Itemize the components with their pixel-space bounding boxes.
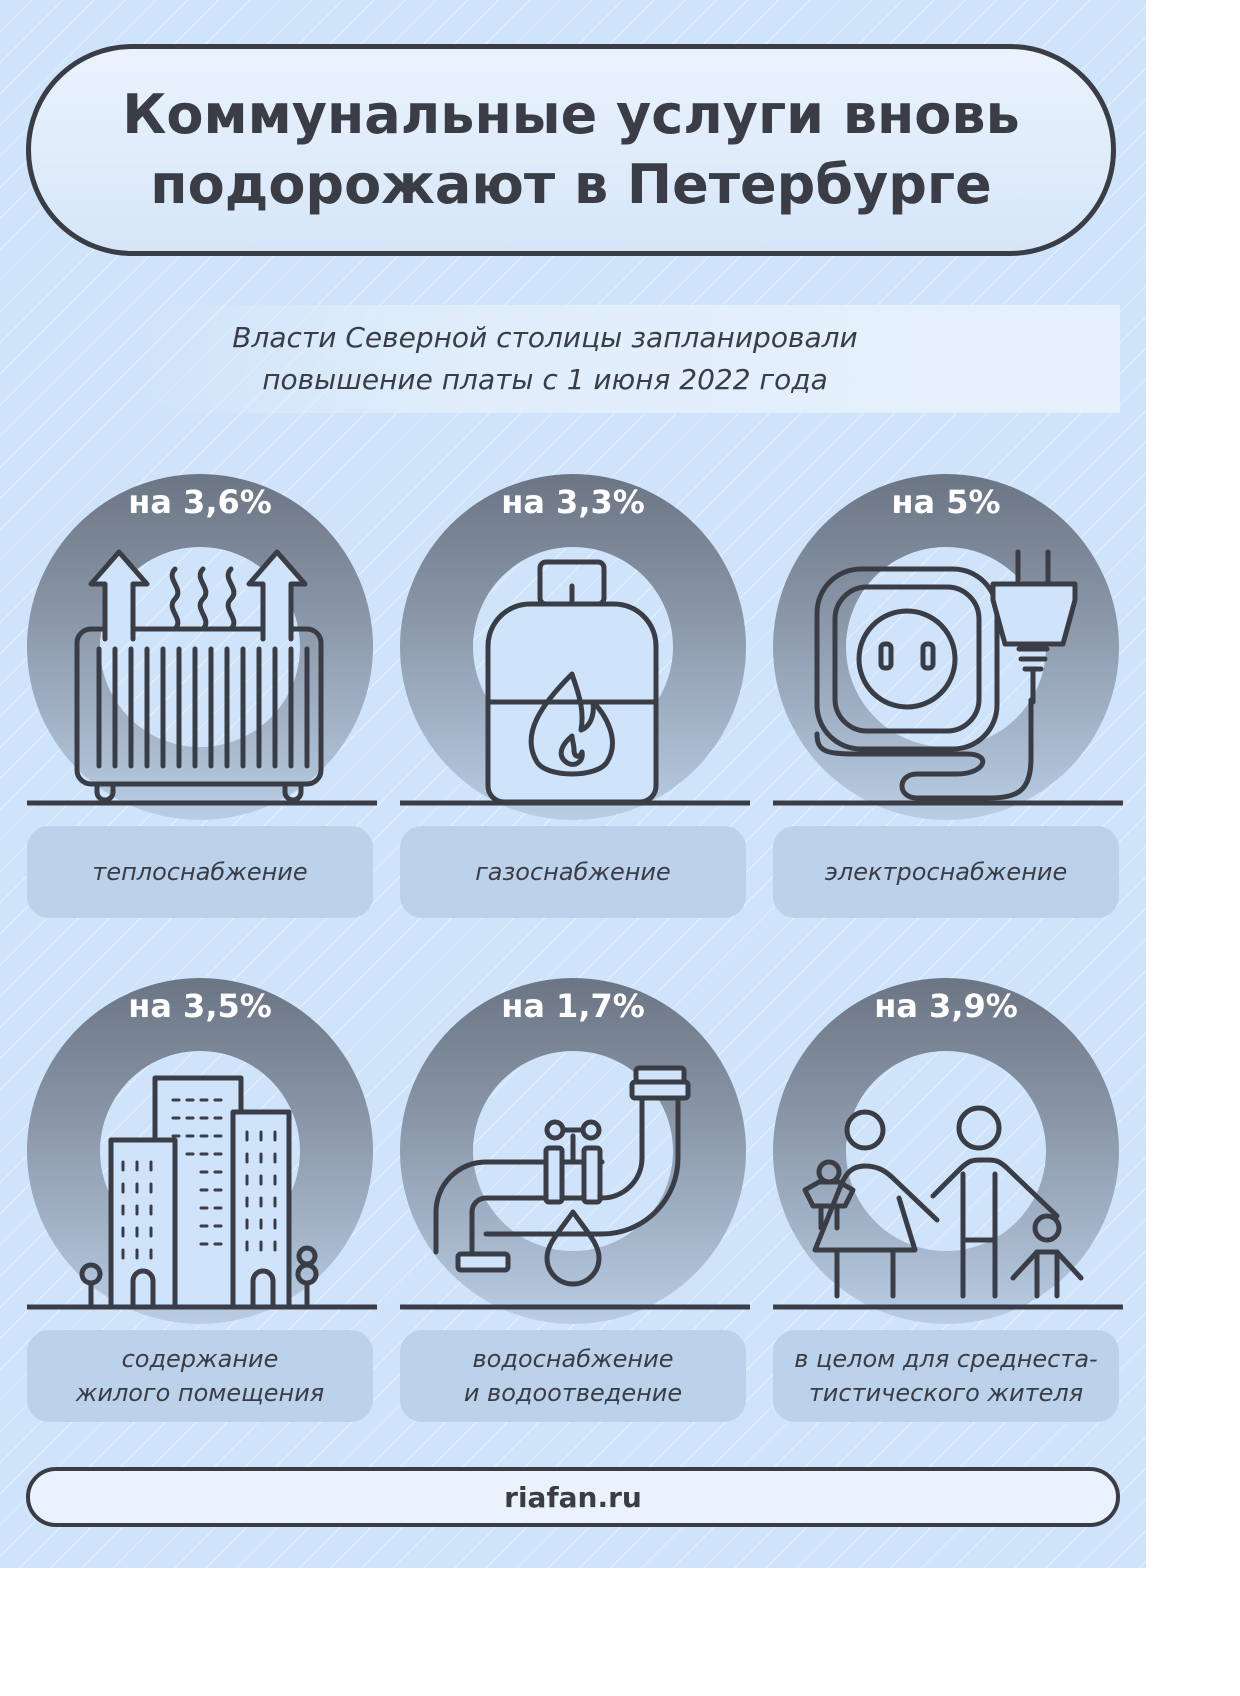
item-label-box: газоснабжение xyxy=(400,826,746,918)
subtitle-banner: Власти Северной столицы запланировали по… xyxy=(140,305,1120,413)
percent-ring xyxy=(773,978,1119,1324)
item-label: газоснабжение xyxy=(475,858,671,886)
subtitle-text: Власти Северной столицы запланировали по… xyxy=(232,321,858,396)
percent-value: на 3,6% xyxy=(128,483,272,521)
item-label-box: содержание жилого помещения xyxy=(27,1330,373,1422)
title-banner: Коммунальные услуги вновь подорожают в П… xyxy=(26,44,1116,256)
gas-cylinder-icon xyxy=(400,474,750,814)
water-pipe-icon xyxy=(400,978,750,1318)
source-text: riafan.ru xyxy=(504,1480,642,1514)
percent-value: на 3,5% xyxy=(128,987,272,1025)
item-card-water: на 1,7% водоснабжение и водоотведение xyxy=(400,978,750,1438)
item-label: водоснабжение и водоотведение xyxy=(463,1345,683,1407)
item-label-box: электроснабжение xyxy=(773,826,1119,918)
item-label: содержание жилого помещения xyxy=(75,1345,325,1407)
item-label: электроснабжение xyxy=(824,858,1068,886)
percent-ring xyxy=(773,474,1119,820)
item-card-gas: на 3,3% газоснабжение xyxy=(400,474,750,934)
item-label-box: теплоснабжение xyxy=(27,826,373,918)
item-card-average: на 3,9% в целом для среднеста- тистичес xyxy=(773,978,1123,1438)
item-card-heating: на 3,6% теплоснабжение xyxy=(27,474,377,934)
item-card-housing: на 3,5% содержание жилого помещения xyxy=(27,978,377,1438)
source-footer: riafan.ru xyxy=(26,1467,1120,1527)
socket-plug-icon xyxy=(773,474,1123,814)
percent-value: на 3,9% xyxy=(874,987,1018,1025)
item-label-box: в целом для среднеста- тистического жите… xyxy=(773,1330,1119,1422)
percent-value: на 5% xyxy=(891,483,1001,521)
item-card-electricity: на 5% электроснабжение xyxy=(773,474,1123,934)
item-label: теплоснабжение xyxy=(92,858,308,886)
radiator-icon xyxy=(27,474,377,814)
family-icon xyxy=(773,978,1123,1318)
percent-value: на 3,3% xyxy=(501,483,645,521)
buildings-icon xyxy=(27,978,377,1318)
item-label-box: водоснабжение и водоотведение xyxy=(400,1330,746,1422)
infographic: Коммунальные услуги вновь подорожают в П… xyxy=(0,0,1146,1568)
page-title: Коммунальные услуги вновь подорожают в П… xyxy=(122,83,1020,216)
percent-value: на 1,7% xyxy=(501,987,645,1025)
item-label: в целом для среднеста- тистического жите… xyxy=(794,1345,1098,1407)
